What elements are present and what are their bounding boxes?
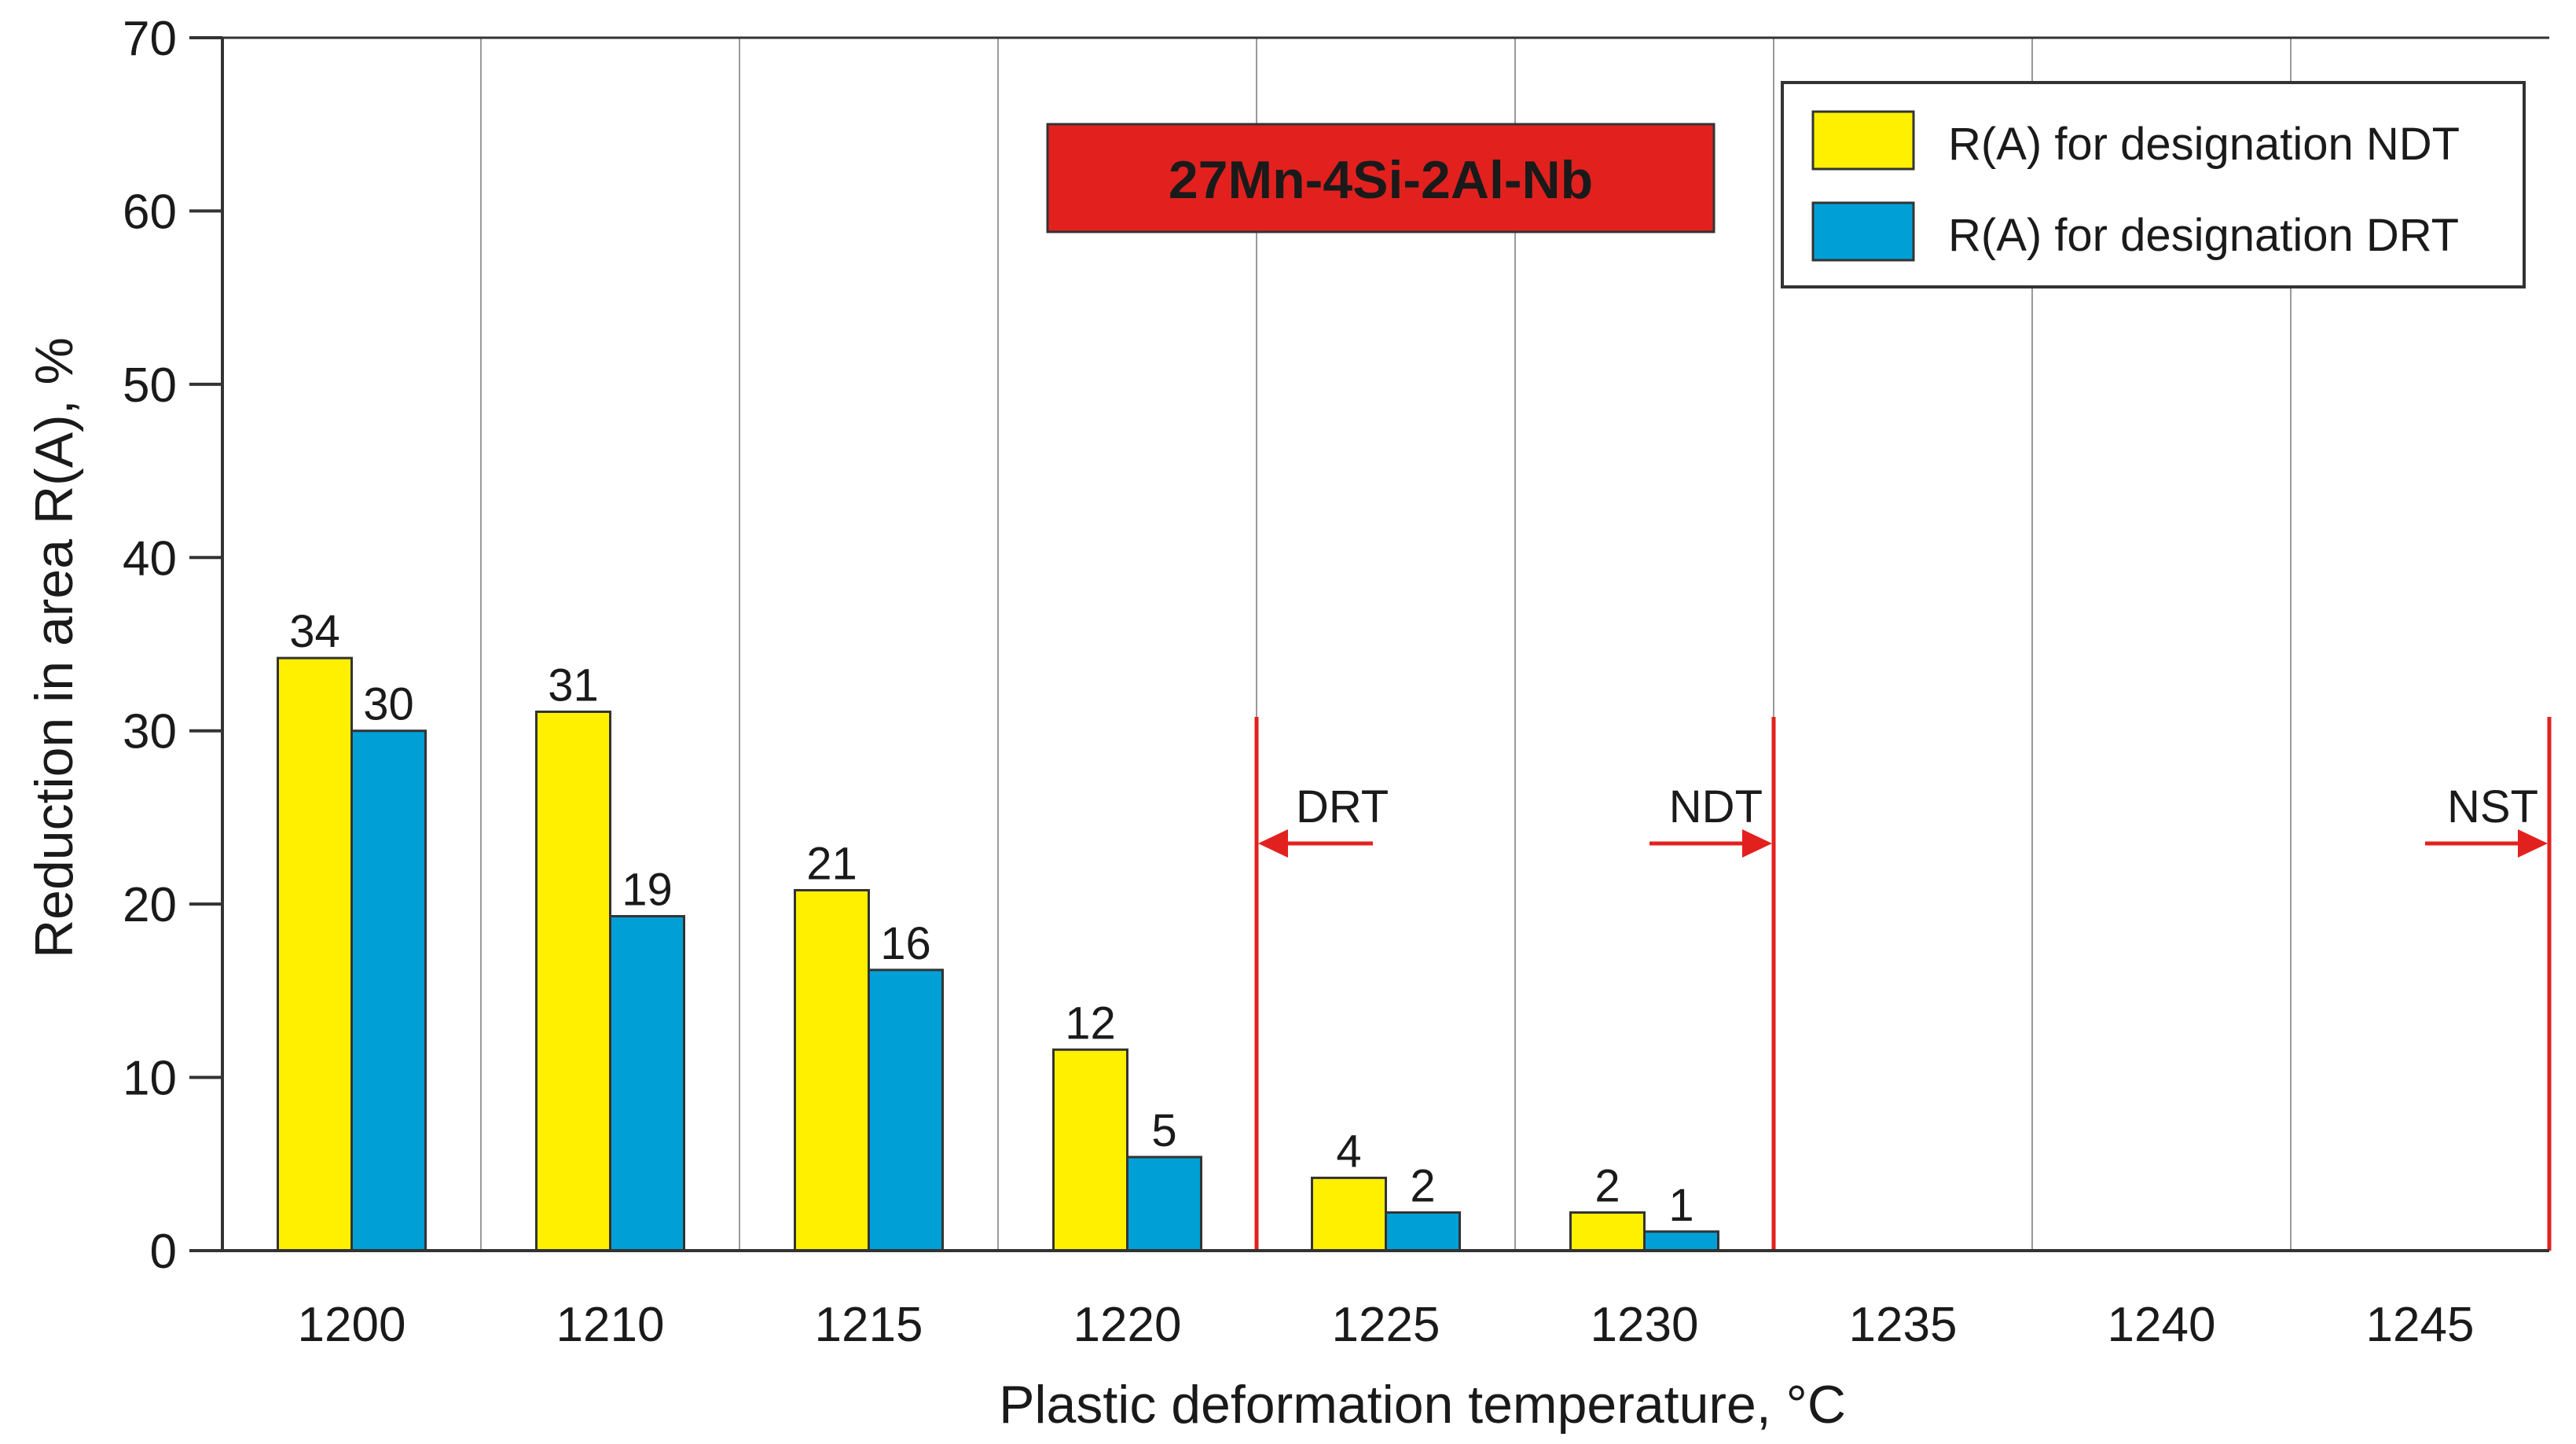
x-tick-label: 1240 <box>2108 1298 2216 1352</box>
marker-label: DRT <box>1296 781 1389 832</box>
bar-drt <box>350 729 427 1252</box>
bar-drt <box>609 915 685 1252</box>
bar-value-label: 21 <box>806 839 857 890</box>
x-tick-label: 1235 <box>1849 1298 1958 1352</box>
bar-value-label: 5 <box>1151 1105 1176 1156</box>
legend-swatch-drt <box>1811 201 1915 262</box>
bar-value-label: 4 <box>1336 1126 1361 1177</box>
bar-ndt <box>535 710 611 1252</box>
y-ticks: 0 10 20 30 40 50 60 70 <box>123 12 222 1279</box>
marker-label: NST <box>2447 781 2538 832</box>
legend-label-drt: R(A) for designation DRT <box>1948 210 2459 261</box>
marker-label: NDT <box>1669 781 1763 832</box>
bar-value-label: 1 <box>1668 1180 1693 1231</box>
x-ticks: 1200 1210 1215 1220 1225 1230 1235 1240 1245 <box>298 1298 2475 1352</box>
marker-arrow-head <box>1258 829 1288 858</box>
axes <box>221 36 2549 1252</box>
bar-ndt <box>1311 1176 1387 1252</box>
x-tick-label: 1200 <box>298 1298 406 1352</box>
x-axis-label: Plastic deformation temperature, °C <box>999 1375 1846 1435</box>
y-tick-label: 70 <box>123 12 177 66</box>
bar-drt <box>1643 1230 1719 1252</box>
bar-ndt <box>1052 1048 1128 1252</box>
bar-ndt <box>1569 1211 1646 1252</box>
bar-value-label: 2 <box>1410 1161 1435 1212</box>
y-tick-label: 10 <box>123 1052 177 1106</box>
y-tick-label: 30 <box>123 705 177 759</box>
bar-value-label: 2 <box>1594 1161 1620 1212</box>
legend-label-ndt: R(A) for designation NDT <box>1948 119 2460 170</box>
bar-ndt <box>277 656 353 1252</box>
x-tick-label: 1220 <box>1073 1298 1182 1352</box>
y-tick-label: 40 <box>123 531 177 586</box>
title-box: 27Mn-4Si-2Al-Nb <box>1046 123 1715 233</box>
y-tick-label: 0 <box>150 1225 177 1279</box>
x-tick-label: 1225 <box>1332 1298 1440 1352</box>
x-tick-label: 1215 <box>815 1298 923 1352</box>
x-tick-label: 1230 <box>1591 1298 1699 1352</box>
title-box-background <box>1046 123 1715 233</box>
chart-title: 27Mn-4Si-2Al-Nb <box>1169 150 1593 210</box>
y-axis-label: Reduction in area R(A), % <box>24 337 84 958</box>
legend: R(A) for designation NDT R(A) for design… <box>1781 81 2526 288</box>
bar-ndt <box>794 889 870 1252</box>
bar-value-label: 34 <box>289 606 340 657</box>
bar-value-label: 19 <box>622 865 673 916</box>
legend-swatch-ndt <box>1811 110 1915 171</box>
marker-arrow-head <box>2518 829 2548 858</box>
y-tick-label: 60 <box>123 185 177 239</box>
bar-value-label: 12 <box>1065 998 1116 1049</box>
y-tick-label: 20 <box>123 878 177 932</box>
x-tick-label: 1245 <box>2366 1298 2475 1352</box>
bar-value-label: 30 <box>363 679 414 730</box>
x-tick-label: 1210 <box>556 1298 665 1352</box>
bar-value-label: 16 <box>880 918 931 969</box>
marker-arrow-head <box>1742 829 1772 858</box>
bar-value-label: 31 <box>548 660 599 711</box>
y-tick-label: 50 <box>123 358 177 413</box>
bar-drt <box>868 968 944 1252</box>
temperature-markers: DRT NDT NST <box>1254 717 2552 1251</box>
bar-drt <box>1385 1211 1461 1252</box>
bar-drt <box>1126 1156 1202 1252</box>
